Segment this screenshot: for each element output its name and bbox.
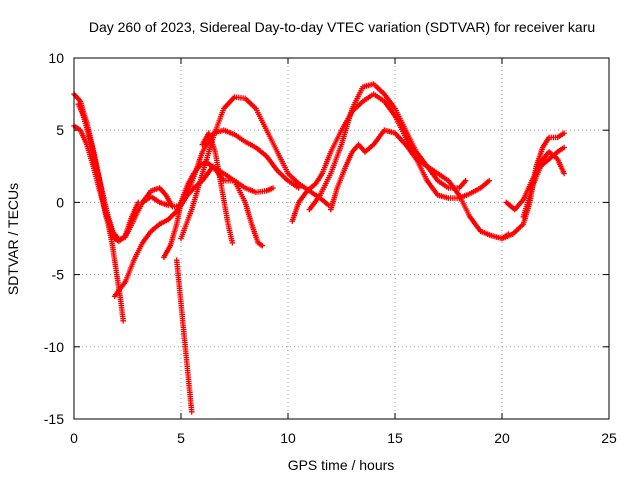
grid-lines: [74, 58, 609, 419]
series-arc-5: [111, 127, 302, 300]
x-axis-label: GPS time / hours: [288, 457, 395, 473]
x-tick-label: 0: [70, 430, 78, 446]
y-tick-label: -5: [52, 267, 65, 283]
x-tick-label: 5: [177, 430, 185, 446]
y-tick-label: -10: [44, 339, 64, 355]
y-axis-label: SDTVAR / TECUs: [5, 183, 21, 295]
series-arc-4: [79, 110, 118, 242]
axis-ticks: 0 5 10 15 20 25 -15 -10 -5 0 5 10: [44, 50, 617, 446]
y-tick-label: 5: [56, 122, 64, 138]
series-arc-13: [328, 127, 512, 242]
plot-series: [71, 81, 567, 415]
series-arc-7: [161, 159, 266, 261]
series-arc-16: [520, 144, 567, 220]
series-arc-11: [289, 91, 492, 224]
x-tick-label: 15: [387, 430, 403, 446]
y-tick-label: 0: [56, 194, 64, 210]
chart-title: Day 260 of 2023, Sidereal Day-to-day VTE…: [89, 19, 595, 35]
x-tick-label: 25: [601, 430, 617, 446]
x-tick-label: 20: [494, 430, 510, 446]
series-arc-8: [173, 257, 195, 415]
y-tick-label: -15: [44, 411, 64, 427]
plot-frame: [73, 57, 610, 420]
y-tick-label: 10: [48, 50, 64, 66]
series-arc-10: [199, 130, 236, 246]
series-arc-9: [178, 94, 332, 242]
x-tick-label: 10: [280, 430, 296, 446]
series-arc-12: [306, 81, 469, 213]
